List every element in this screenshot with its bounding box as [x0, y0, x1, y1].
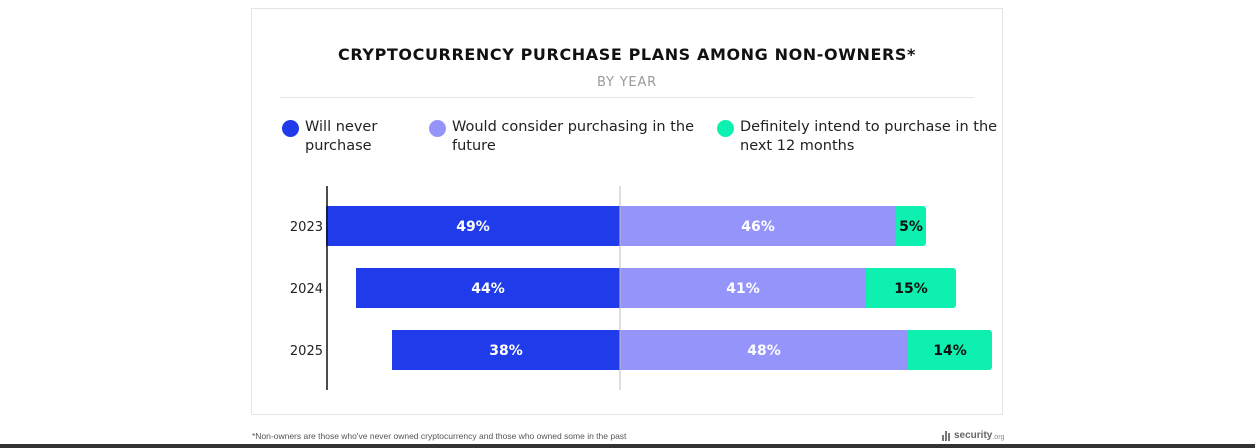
legend-item-will-never: Will never purchase: [282, 118, 405, 156]
logo-bars-icon: [942, 430, 951, 441]
year-label: 2025: [290, 344, 323, 359]
data-label-will-never: 38%: [489, 343, 523, 359]
data-label-would-consider: 41%: [726, 281, 760, 297]
legend-item-would-consider: Would consider purchasing in the future: [429, 118, 712, 156]
data-label-definitely-intend: 15%: [894, 281, 928, 297]
chart-subtitle: BY YEAR: [597, 75, 657, 90]
logo-text: security: [954, 430, 993, 441]
bar-segment-definitely-intend: [904, 330, 992, 370]
bar-segment-definitely-intend: [892, 206, 926, 246]
data-label-definitely-intend: 14%: [933, 343, 967, 359]
legend-label: Will never purchase: [305, 119, 378, 154]
bar-segment-would-consider: [620, 330, 908, 370]
legend-label: Definitely intend to purchase in the nex…: [740, 119, 998, 154]
year-label: 2024: [290, 282, 323, 297]
logo-tld: .org: [992, 433, 1005, 441]
legend-label: Would consider purchasing in the future: [452, 119, 694, 154]
legend-swatch: [282, 120, 299, 137]
chart-title: CRYPTOCURRENCY PURCHASE PLANS AMONG NON-…: [338, 45, 916, 64]
bar-segment-will-never: [356, 268, 620, 308]
legend-swatch: [429, 120, 446, 137]
legend-item-definitely-intend: Definitely intend to purchase in the nex…: [717, 118, 1000, 156]
data-label-will-never: 44%: [471, 281, 505, 297]
data-label-will-never: 49%: [456, 219, 490, 235]
year-label: 2023: [290, 220, 323, 235]
data-label-definitely-intend: 5%: [899, 219, 923, 235]
bar-segment-will-never: [326, 206, 620, 246]
bar-segment-definitely-intend: [862, 268, 956, 308]
bottom-rule: [0, 444, 1255, 448]
security-org-logo: security .org: [942, 430, 1004, 441]
data-label-would-consider: 48%: [747, 343, 781, 359]
data-label-would-consider: 46%: [741, 219, 775, 235]
header-divider: [280, 97, 974, 98]
bar-segment-would-consider: [620, 206, 896, 246]
legend-swatch: [717, 120, 734, 137]
bar-segment-would-consider: [620, 268, 866, 308]
footnote: *Non-owners are those who've never owned…: [252, 431, 627, 441]
bar-segment-will-never: [392, 330, 620, 370]
